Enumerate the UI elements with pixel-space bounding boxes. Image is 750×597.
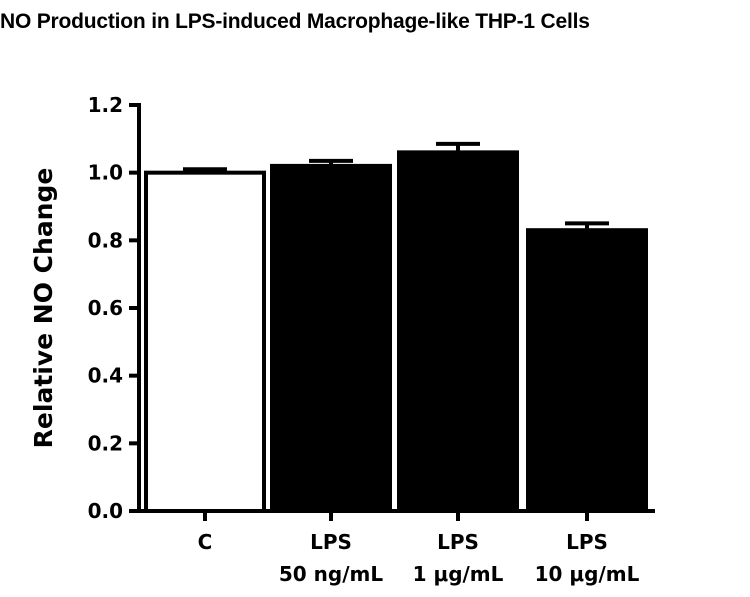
x-tick-label: LPS xyxy=(566,530,608,554)
x-tick-label: C xyxy=(198,530,213,554)
x-tick-label: LPS xyxy=(437,530,479,554)
bar-0 xyxy=(144,170,266,514)
y-axis-label: Relative NO Change xyxy=(29,168,58,449)
y-tick-label: 0.8 xyxy=(88,228,123,252)
y-tick-label: 0.6 xyxy=(88,296,123,320)
x-tick-label: 50 ng/mL xyxy=(279,562,383,586)
bar-2 xyxy=(397,150,519,513)
y-tick-label: 0.0 xyxy=(88,499,123,523)
bar-3 xyxy=(526,228,648,514)
x-tick-label: LPS xyxy=(310,530,352,554)
y-tick-label: 1.0 xyxy=(88,161,123,185)
bars xyxy=(144,141,648,514)
bar-1 xyxy=(270,163,392,513)
labels: 0.0 0.2 0.4 0.6 0.8 1.0 1.2 Relative NO Change C… xyxy=(29,93,640,586)
chart-title: NO Production in LPS-induced Macrophage-… xyxy=(0,10,590,33)
y-tick-label: 0.4 xyxy=(88,364,123,388)
x-tick-label: 1 μg/mL xyxy=(413,562,504,586)
y-tick-label: 1.2 xyxy=(88,93,123,117)
x-tick-label: 10 μg/mL xyxy=(535,562,640,586)
y-tick-label: 0.2 xyxy=(88,431,123,455)
